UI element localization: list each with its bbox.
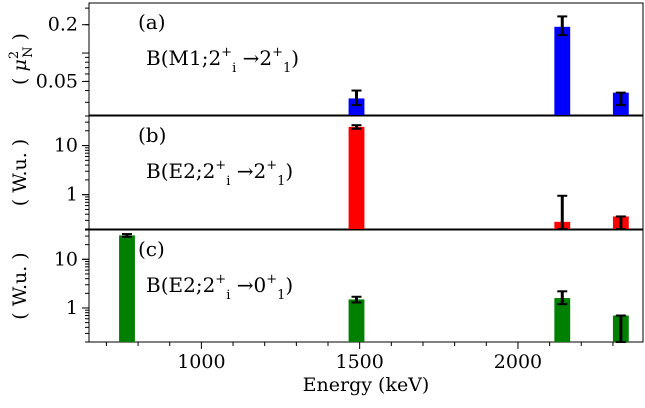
panel-frame xyxy=(88,2,644,116)
panel-a: 0.050.2 (a)B(M1;2+i →2+1)( μ2N ) xyxy=(7,2,644,116)
bar xyxy=(348,98,365,115)
panel-frame xyxy=(88,115,644,230)
label-sup: + xyxy=(221,45,232,60)
x-axis: 1000 1500 2000 xyxy=(105,342,614,373)
x-tick-label: 2000 xyxy=(494,351,542,373)
transition-label: B(E2;2+i →2+1) xyxy=(146,158,293,189)
y-tick-label: 0.05 xyxy=(36,70,78,92)
bar xyxy=(348,299,365,342)
label-base: B(E2;2 xyxy=(146,159,215,183)
y-axis-label: ( μ2N ) xyxy=(7,33,36,85)
bar xyxy=(348,126,365,229)
panel-b: 110 (b)B(E2;2+i →2+1)( W.u. ) xyxy=(9,115,644,230)
x-tick-label: 1000 xyxy=(177,351,225,373)
label-tail: ) xyxy=(291,46,299,70)
y-tick-label: 1 xyxy=(66,184,78,206)
label-sub: i xyxy=(226,174,230,189)
label-sub: i xyxy=(232,61,236,76)
label-sup: + xyxy=(215,272,226,287)
label-sup: + xyxy=(272,45,283,60)
label-sub: 1 xyxy=(283,61,291,76)
x-tick-label: 1500 xyxy=(335,351,383,373)
label-tail: ) xyxy=(285,159,293,183)
y-tick-label: 0.2 xyxy=(48,14,78,36)
panel-label: (c) xyxy=(138,237,165,261)
y-tick-label: 1 xyxy=(66,297,78,319)
label-arrow: →2 xyxy=(230,159,266,183)
transition-label: B(M1;2+i →2+1) xyxy=(146,45,299,76)
y-axis-label: ( W.u. ) xyxy=(9,139,31,206)
panel-c: 110 (c)B(E2;2+i →0+1)( W.u. ) xyxy=(9,229,644,343)
label-arrow: →0 xyxy=(230,273,266,297)
label-sup: + xyxy=(215,158,226,173)
label-base: B(M1;2 xyxy=(146,46,221,70)
panel-label: (a) xyxy=(138,10,166,34)
label-sup: + xyxy=(266,272,277,287)
panel-label: (b) xyxy=(138,123,166,147)
label-sup: + xyxy=(266,158,277,173)
panel-frame xyxy=(88,229,644,343)
label-tail: ) xyxy=(285,273,293,297)
label-sub: i xyxy=(226,288,230,303)
x-axis-label: Energy (keV) xyxy=(303,374,430,396)
y-tick-label: 10 xyxy=(54,135,78,157)
bar xyxy=(119,235,135,342)
label-sub: 1 xyxy=(277,174,285,189)
bar xyxy=(554,26,571,115)
bar xyxy=(554,298,571,342)
y-tick-label: 10 xyxy=(54,248,78,270)
transition-label: B(E2;2+i →0+1) xyxy=(146,272,293,303)
label-arrow: →2 xyxy=(236,46,272,70)
label-base: B(E2;2 xyxy=(146,273,215,297)
y-axis-label: ( W.u. ) xyxy=(9,252,31,319)
label-sub: 1 xyxy=(277,288,285,303)
